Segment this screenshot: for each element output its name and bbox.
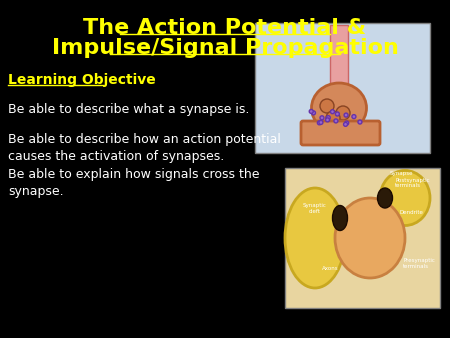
Circle shape <box>326 116 330 120</box>
FancyArrow shape <box>333 93 345 118</box>
Bar <box>255 23 430 153</box>
Text: Be able to describe how an action potential
causes the activation of synapses.: Be able to describe how an action potent… <box>8 133 281 163</box>
Circle shape <box>335 112 339 116</box>
Circle shape <box>319 120 323 124</box>
Text: Synaptic
cleft: Synaptic cleft <box>303 203 327 214</box>
Ellipse shape <box>378 188 392 208</box>
Circle shape <box>317 121 321 125</box>
Text: Learning Objective: Learning Objective <box>8 73 156 87</box>
Ellipse shape <box>335 198 405 278</box>
Circle shape <box>320 99 334 113</box>
Ellipse shape <box>333 206 347 231</box>
Circle shape <box>330 110 334 114</box>
Text: Dendrite: Dendrite <box>400 211 424 216</box>
Ellipse shape <box>285 188 345 288</box>
Text: Impulse/Signal Propagation: Impulse/Signal Propagation <box>52 38 398 58</box>
Ellipse shape <box>380 170 430 225</box>
Circle shape <box>344 113 348 117</box>
Circle shape <box>320 116 324 120</box>
Circle shape <box>309 110 313 114</box>
Circle shape <box>311 111 315 115</box>
Circle shape <box>325 118 329 122</box>
Circle shape <box>334 119 338 123</box>
Text: The Action Potential &: The Action Potential & <box>83 18 367 38</box>
Text: Be able to describe what a synapse is.: Be able to describe what a synapse is. <box>8 103 249 116</box>
Circle shape <box>352 115 356 119</box>
Circle shape <box>326 111 340 125</box>
Bar <box>285 168 440 308</box>
Ellipse shape <box>311 83 366 133</box>
Text: Be able to explain how signals cross the
synapse.: Be able to explain how signals cross the… <box>8 168 260 198</box>
Circle shape <box>336 106 350 120</box>
Text: Synapse: Synapse <box>390 170 414 175</box>
Text: Axons: Axons <box>322 266 338 271</box>
Circle shape <box>358 120 362 124</box>
Bar <box>330 25 348 93</box>
Text: Postsynaptic
terminals: Postsynaptic terminals <box>395 177 430 188</box>
Text: Presynaptic
terminals: Presynaptic terminals <box>403 258 435 269</box>
FancyBboxPatch shape <box>301 121 380 145</box>
Circle shape <box>345 121 349 125</box>
Circle shape <box>343 122 347 126</box>
